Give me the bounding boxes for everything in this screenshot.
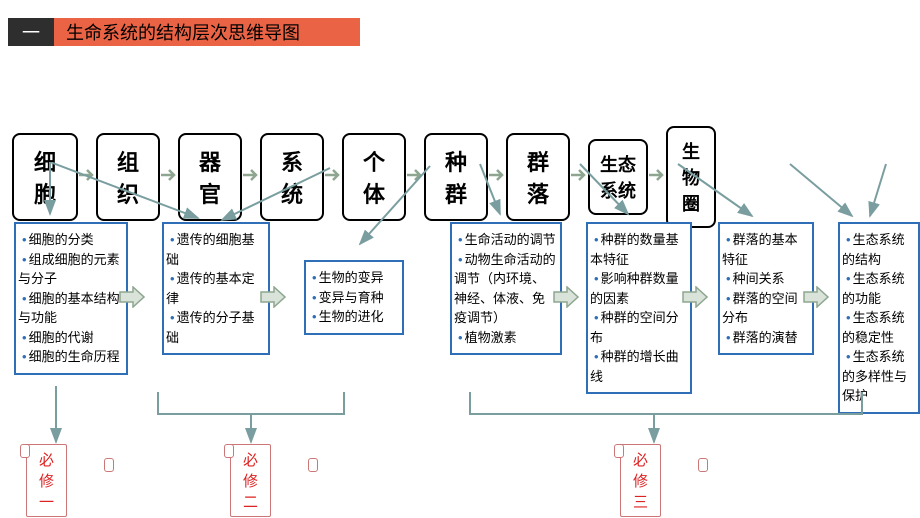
detail-item: 群落的演替: [722, 328, 808, 348]
scroll-cap-icon: [20, 444, 30, 458]
detail-item: 生态系统的多样性与保护: [842, 347, 914, 406]
detail-item: 种间关系: [722, 269, 808, 289]
hierarchy-node: 生物圈: [666, 126, 716, 228]
module-label: 必修二: [230, 444, 271, 517]
hierarchy-row: 细胞组织器官系统个体种群群落生态系统生物圈: [12, 126, 716, 228]
hierarchy-node: 种群: [424, 133, 488, 221]
module-label: 必修三: [620, 444, 661, 517]
block-arrow-icon: [260, 286, 286, 308]
detail-item: 群落的空间分布: [722, 289, 808, 328]
detail-box: 生态系统的结构生态系统的功能生态系统的稳定性生态系统的多样性与保护: [838, 222, 920, 414]
detail-item: 种群的增长曲线: [590, 347, 686, 386]
detail-item: 变异与育种: [308, 288, 398, 308]
arrow-right-icon: [569, 167, 589, 188]
page-title: 生命系统的结构层次思维导图: [54, 18, 360, 46]
module-brackets: [0, 386, 920, 456]
arrow-right-icon: [405, 167, 425, 188]
scroll-cap-icon: [224, 444, 234, 458]
block-arrow-icon: [682, 286, 708, 308]
arrow-right-icon: [647, 167, 667, 188]
detail-box: 遗传的细胞基础遗传的基本定律遗传的分子基础: [162, 222, 270, 355]
arrow-right-icon: [487, 167, 507, 188]
scroll-cap-icon: [698, 458, 708, 472]
detail-item: 生物的进化: [308, 307, 398, 327]
arrow-right-icon: [77, 167, 97, 188]
detail-box: 生命活动的调节动物生命活动的调节（内环境、神经、体液、免疫调节）植物激素: [450, 222, 562, 355]
detail-box: 种群的数量基本特征影响种群数量的因素种群的空间分布种群的增长曲线: [586, 222, 692, 394]
detail-item: 影响种群数量的因素: [590, 269, 686, 308]
detail-item: 细胞的生命历程: [18, 347, 122, 367]
block-arrow-icon: [803, 286, 829, 308]
detail-item: 生态系统的稳定性: [842, 308, 914, 347]
block-arrow-icon: [119, 286, 145, 308]
detail-item: 动物生命活动的调节（内环境、神经、体液、免疫调节）: [454, 250, 556, 328]
detail-item: 生命活动的调节: [454, 230, 556, 250]
header: 一 生命系统的结构层次思维导图: [8, 18, 360, 46]
detail-item: 生态系统的功能: [842, 269, 914, 308]
detail-item: 生态系统的结构: [842, 230, 914, 269]
header-number-icon: 一: [8, 18, 54, 46]
hierarchy-node: 细胞: [12, 133, 78, 221]
scroll-cap-icon: [308, 458, 318, 472]
arrow-right-icon: [159, 167, 179, 188]
detail-item: 遗传的细胞基础: [166, 230, 264, 269]
scroll-cap-icon: [614, 444, 624, 458]
detail-item: 种群的数量基本特征: [590, 230, 686, 269]
hierarchy-node: 生态系统: [588, 139, 648, 215]
detail-item: 细胞的分类: [18, 230, 122, 250]
detail-box: 群落的基本特征种间关系群落的空间分布群落的演替: [718, 222, 814, 355]
detail-item: 生物的变异: [308, 268, 398, 288]
detail-box: 生物的变异变异与育种生物的进化: [304, 260, 404, 335]
hierarchy-node: 个体: [342, 133, 406, 221]
hierarchy-node: 系统: [260, 133, 324, 221]
detail-item: 群落的基本特征: [722, 230, 808, 269]
hierarchy-node: 组织: [96, 133, 160, 221]
detail-item: 遗传的分子基础: [166, 308, 264, 347]
detail-item: 细胞的代谢: [18, 328, 122, 348]
hierarchy-node: 群落: [506, 133, 570, 221]
detail-box: 细胞的分类组成细胞的元素与分子细胞的基本结构与功能细胞的代谢细胞的生命历程: [14, 222, 128, 375]
scroll-cap-icon: [104, 458, 114, 472]
detail-item: 植物激素: [454, 328, 556, 348]
arrow-right-icon: [241, 167, 261, 188]
block-arrow-icon: [553, 286, 579, 308]
detail-item: 种群的空间分布: [590, 308, 686, 347]
arrow-right-icon: [323, 167, 343, 188]
module-label: 必修一: [26, 444, 67, 517]
hierarchy-node: 器官: [178, 133, 242, 221]
detail-item: 遗传的基本定律: [166, 269, 264, 308]
detail-item: 组成细胞的元素与分子: [18, 250, 122, 289]
detail-item: 细胞的基本结构与功能: [18, 289, 122, 328]
